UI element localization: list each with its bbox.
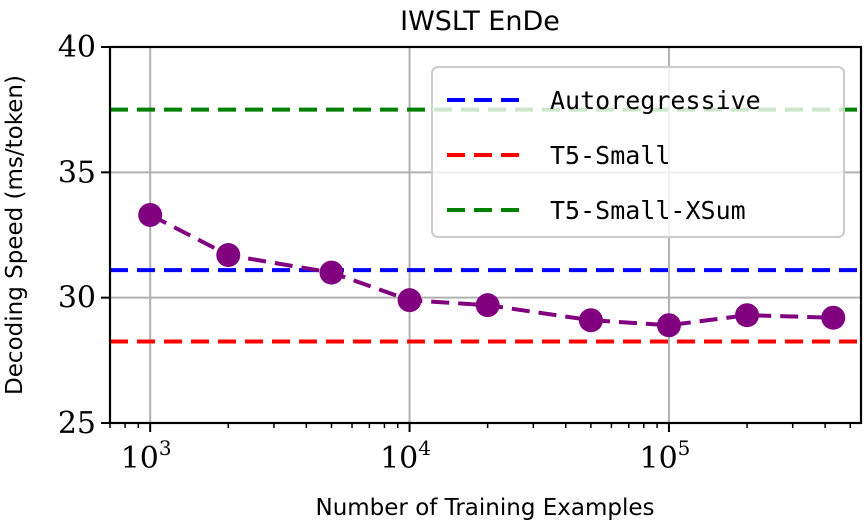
plot-frame [108, 45, 863, 425]
x-axis-label: Number of Training Examples [315, 495, 654, 521]
x-tick-label: 103 [121, 436, 172, 476]
x-tick-label: 105 [639, 436, 690, 476]
y-tick-label: 25 [58, 406, 96, 441]
x-tick-label: 104 [380, 436, 431, 476]
y-tick-label: 30 [58, 281, 96, 316]
data-point [656, 313, 681, 338]
data-point [319, 260, 344, 285]
y-tick-label: 40 [58, 30, 96, 65]
legend: Autoregressive T5-Small T5-Small-XSum [431, 66, 845, 238]
y-axis-label: Decoding Speed (ms/token) [2, 75, 28, 395]
y-tick-label: 35 [58, 155, 96, 190]
data-series [138, 202, 846, 338]
data-point [475, 293, 500, 318]
data-point [138, 202, 163, 227]
data-point [216, 243, 241, 268]
data-point [821, 305, 846, 330]
data-point [735, 303, 760, 328]
legend-label: T5-Small [550, 141, 670, 170]
data-point [397, 288, 422, 313]
legend-label: T5-Small-XSum [550, 196, 746, 225]
legend-label: Autoregressive [550, 86, 761, 115]
legend-box [431, 66, 845, 238]
chart-title: IWSLT EnDe [400, 6, 560, 37]
data-point [578, 308, 603, 333]
